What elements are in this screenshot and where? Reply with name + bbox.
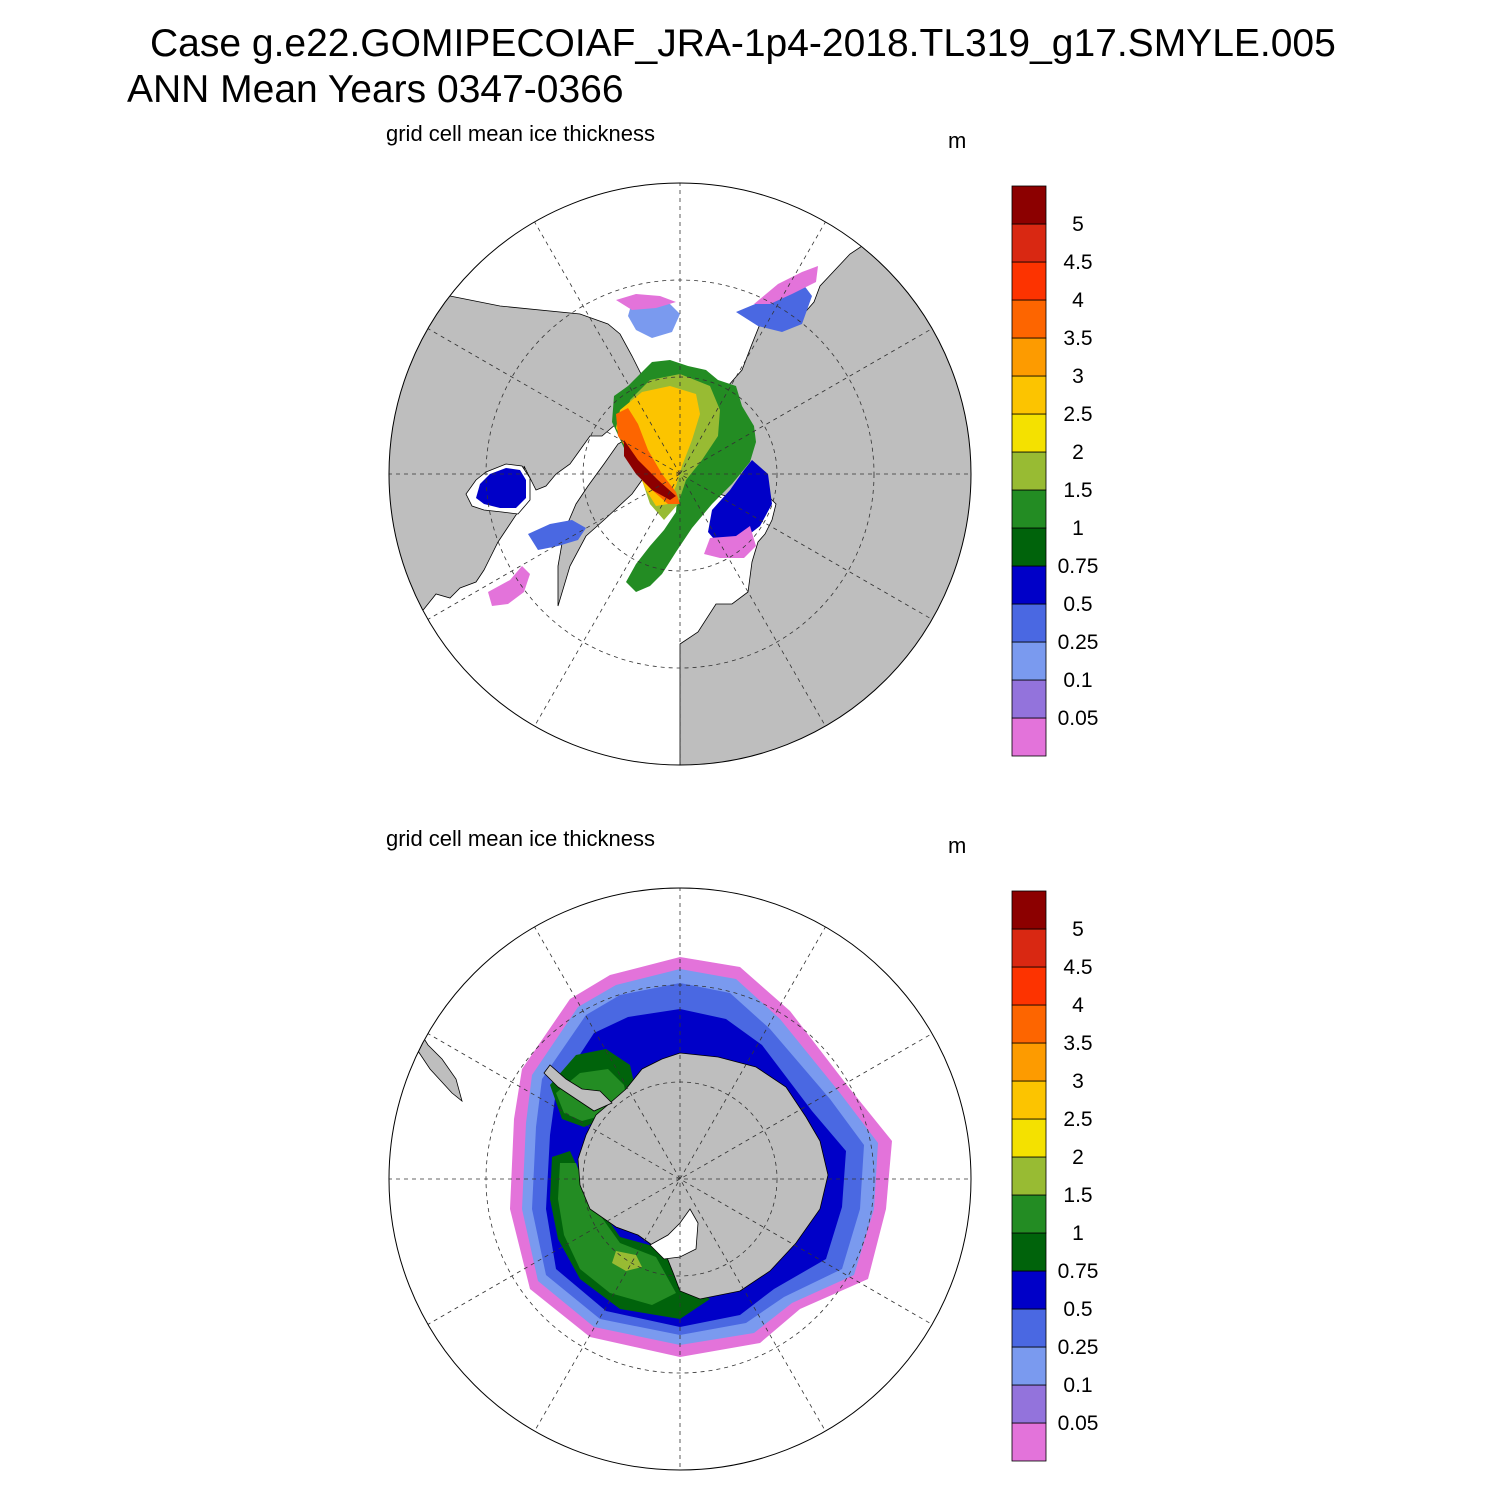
map-boundary	[388, 182, 972, 766]
colorbar-box	[1011, 527, 1047, 567]
ross-ice-shelf	[649, 1208, 699, 1260]
north-panel-title: grid cell mean ice thickness	[386, 121, 656, 146]
barents-edge-ice	[704, 526, 756, 558]
colorbar-box	[1011, 1042, 1047, 1082]
north-america-landmass	[389, 293, 651, 765]
colorbar-tick-label: 0.5	[1063, 1298, 1092, 1321]
colorbar-tick-label: 2.5	[1063, 1108, 1092, 1131]
colorbar-box	[1011, 928, 1047, 968]
colorbar-box	[1011, 1080, 1047, 1120]
north-units-label: m	[948, 128, 967, 153]
colorbar-tick-label: 0.25	[1058, 1336, 1099, 1359]
colorbar-box	[1011, 679, 1047, 719]
colorbar-box	[1011, 299, 1047, 339]
colorbar-box	[1011, 1194, 1047, 1234]
okhotsk-sea-edge	[754, 266, 818, 304]
colorbar-box	[1011, 1270, 1047, 1310]
colorbar-tick-label: 0.1	[1063, 1374, 1092, 1397]
arctic-ice-thick	[616, 386, 700, 506]
colorbar-box	[1011, 413, 1047, 453]
colorbar-box	[1011, 966, 1047, 1006]
colorbar-box	[1011, 337, 1047, 377]
antarctic-peninsula	[543, 1064, 613, 1112]
map-graticule	[389, 183, 971, 765]
colorbar-tick-label: 4.5	[1063, 956, 1092, 979]
colorbar-tick-label: 5	[1072, 918, 1084, 941]
colorbar-tick-label: 0.1	[1063, 669, 1092, 692]
colorbar-box	[1011, 451, 1047, 491]
colorbar-tick-label: 2	[1072, 441, 1084, 464]
colorbar-tick-label: 5	[1072, 213, 1084, 236]
colorbar-tick-label: 0.05	[1058, 707, 1099, 730]
arctic-ice-max	[624, 440, 676, 500]
figure-title-line-2: ANN Mean Years 0347-0366	[127, 68, 624, 111]
colorbar-tick-label: 4	[1072, 994, 1084, 1017]
colorbar-tick-label: 3	[1072, 365, 1084, 388]
arctic-ice-thickest	[616, 408, 680, 504]
colorbar-box	[1011, 1384, 1047, 1424]
colorbar-tick-label: 1.5	[1063, 1184, 1092, 1207]
north-colorbar: 0.05 0.1 0.25 0.5 0.75 1 1.5 2 2.5 3 3.5 4 4.5 5	[1011, 185, 1099, 757]
south-colorbar: 0.05 0.1 0.25 0.5 0.75 1 1.5 2 2.5 3 3.5 4 4.5 5	[1011, 890, 1099, 1462]
colorbar-box	[1011, 1118, 1047, 1158]
colorbar-box	[1011, 641, 1047, 681]
north-polar-map	[388, 182, 972, 766]
colorbar-tick-label: 0.05	[1058, 1412, 1099, 1435]
map-boundary	[388, 887, 972, 1471]
colorbar-tick-label: 4.5	[1063, 251, 1092, 274]
colorbar-box	[1011, 223, 1047, 263]
baffin-ice	[528, 520, 586, 550]
hudson-bay-ice	[476, 468, 526, 508]
colorbar-box	[1011, 1232, 1047, 1272]
south-panel-title: grid cell mean ice thickness	[386, 826, 656, 851]
colorbar-tick-label: 0.75	[1058, 555, 1099, 578]
colorbar-tick-label: 2.5	[1063, 403, 1092, 426]
colorbar-box	[1011, 890, 1047, 930]
colorbar-box	[1011, 565, 1047, 605]
colorbar-tick-label: 1.5	[1063, 479, 1092, 502]
colorbar-tick-label: 3.5	[1063, 327, 1092, 350]
colorbar-box	[1011, 1346, 1047, 1386]
colorbar-box	[1011, 1422, 1047, 1462]
colorbar-tick-label: 4	[1072, 289, 1084, 312]
kara-sea-ice	[708, 460, 772, 546]
colorbar-box	[1011, 261, 1047, 301]
colorbar-box	[1011, 1156, 1047, 1196]
south-units-label: m	[948, 833, 967, 858]
colorbar-box	[1011, 185, 1047, 225]
colorbar-tick-label: 2	[1072, 1146, 1084, 1169]
colorbar-box	[1011, 717, 1047, 757]
south-polar-map	[388, 887, 972, 1471]
colorbar-tick-label: 0.25	[1058, 631, 1099, 654]
colorbar-tick-label: 0.5	[1063, 593, 1092, 616]
colorbar-tick-label: 0.75	[1058, 1260, 1099, 1283]
map-graticule	[389, 888, 971, 1470]
labrador-ice	[488, 566, 530, 606]
colorbar-box	[1011, 1004, 1047, 1044]
colorbar-box	[1011, 1308, 1047, 1348]
antarctica-landmass	[577, 1052, 829, 1300]
colorbar-tick-label: 3	[1072, 1070, 1084, 1093]
colorbar-tick-label: 1	[1072, 1222, 1084, 1245]
colorbar-box	[1011, 603, 1047, 643]
colorbar-tick-label: 1	[1072, 517, 1084, 540]
colorbar-box	[1011, 489, 1047, 529]
ross-sea-patch	[612, 1251, 642, 1271]
colorbar-box	[1011, 375, 1047, 415]
bering-sea-edge	[616, 294, 676, 310]
figure-title-line-1: Case g.e22.GOMIPECOIAF_JRA-1p4-2018.TL31…	[150, 22, 1336, 65]
bering-sea-ice	[628, 300, 680, 338]
colorbar-tick-label: 3.5	[1063, 1032, 1092, 1055]
